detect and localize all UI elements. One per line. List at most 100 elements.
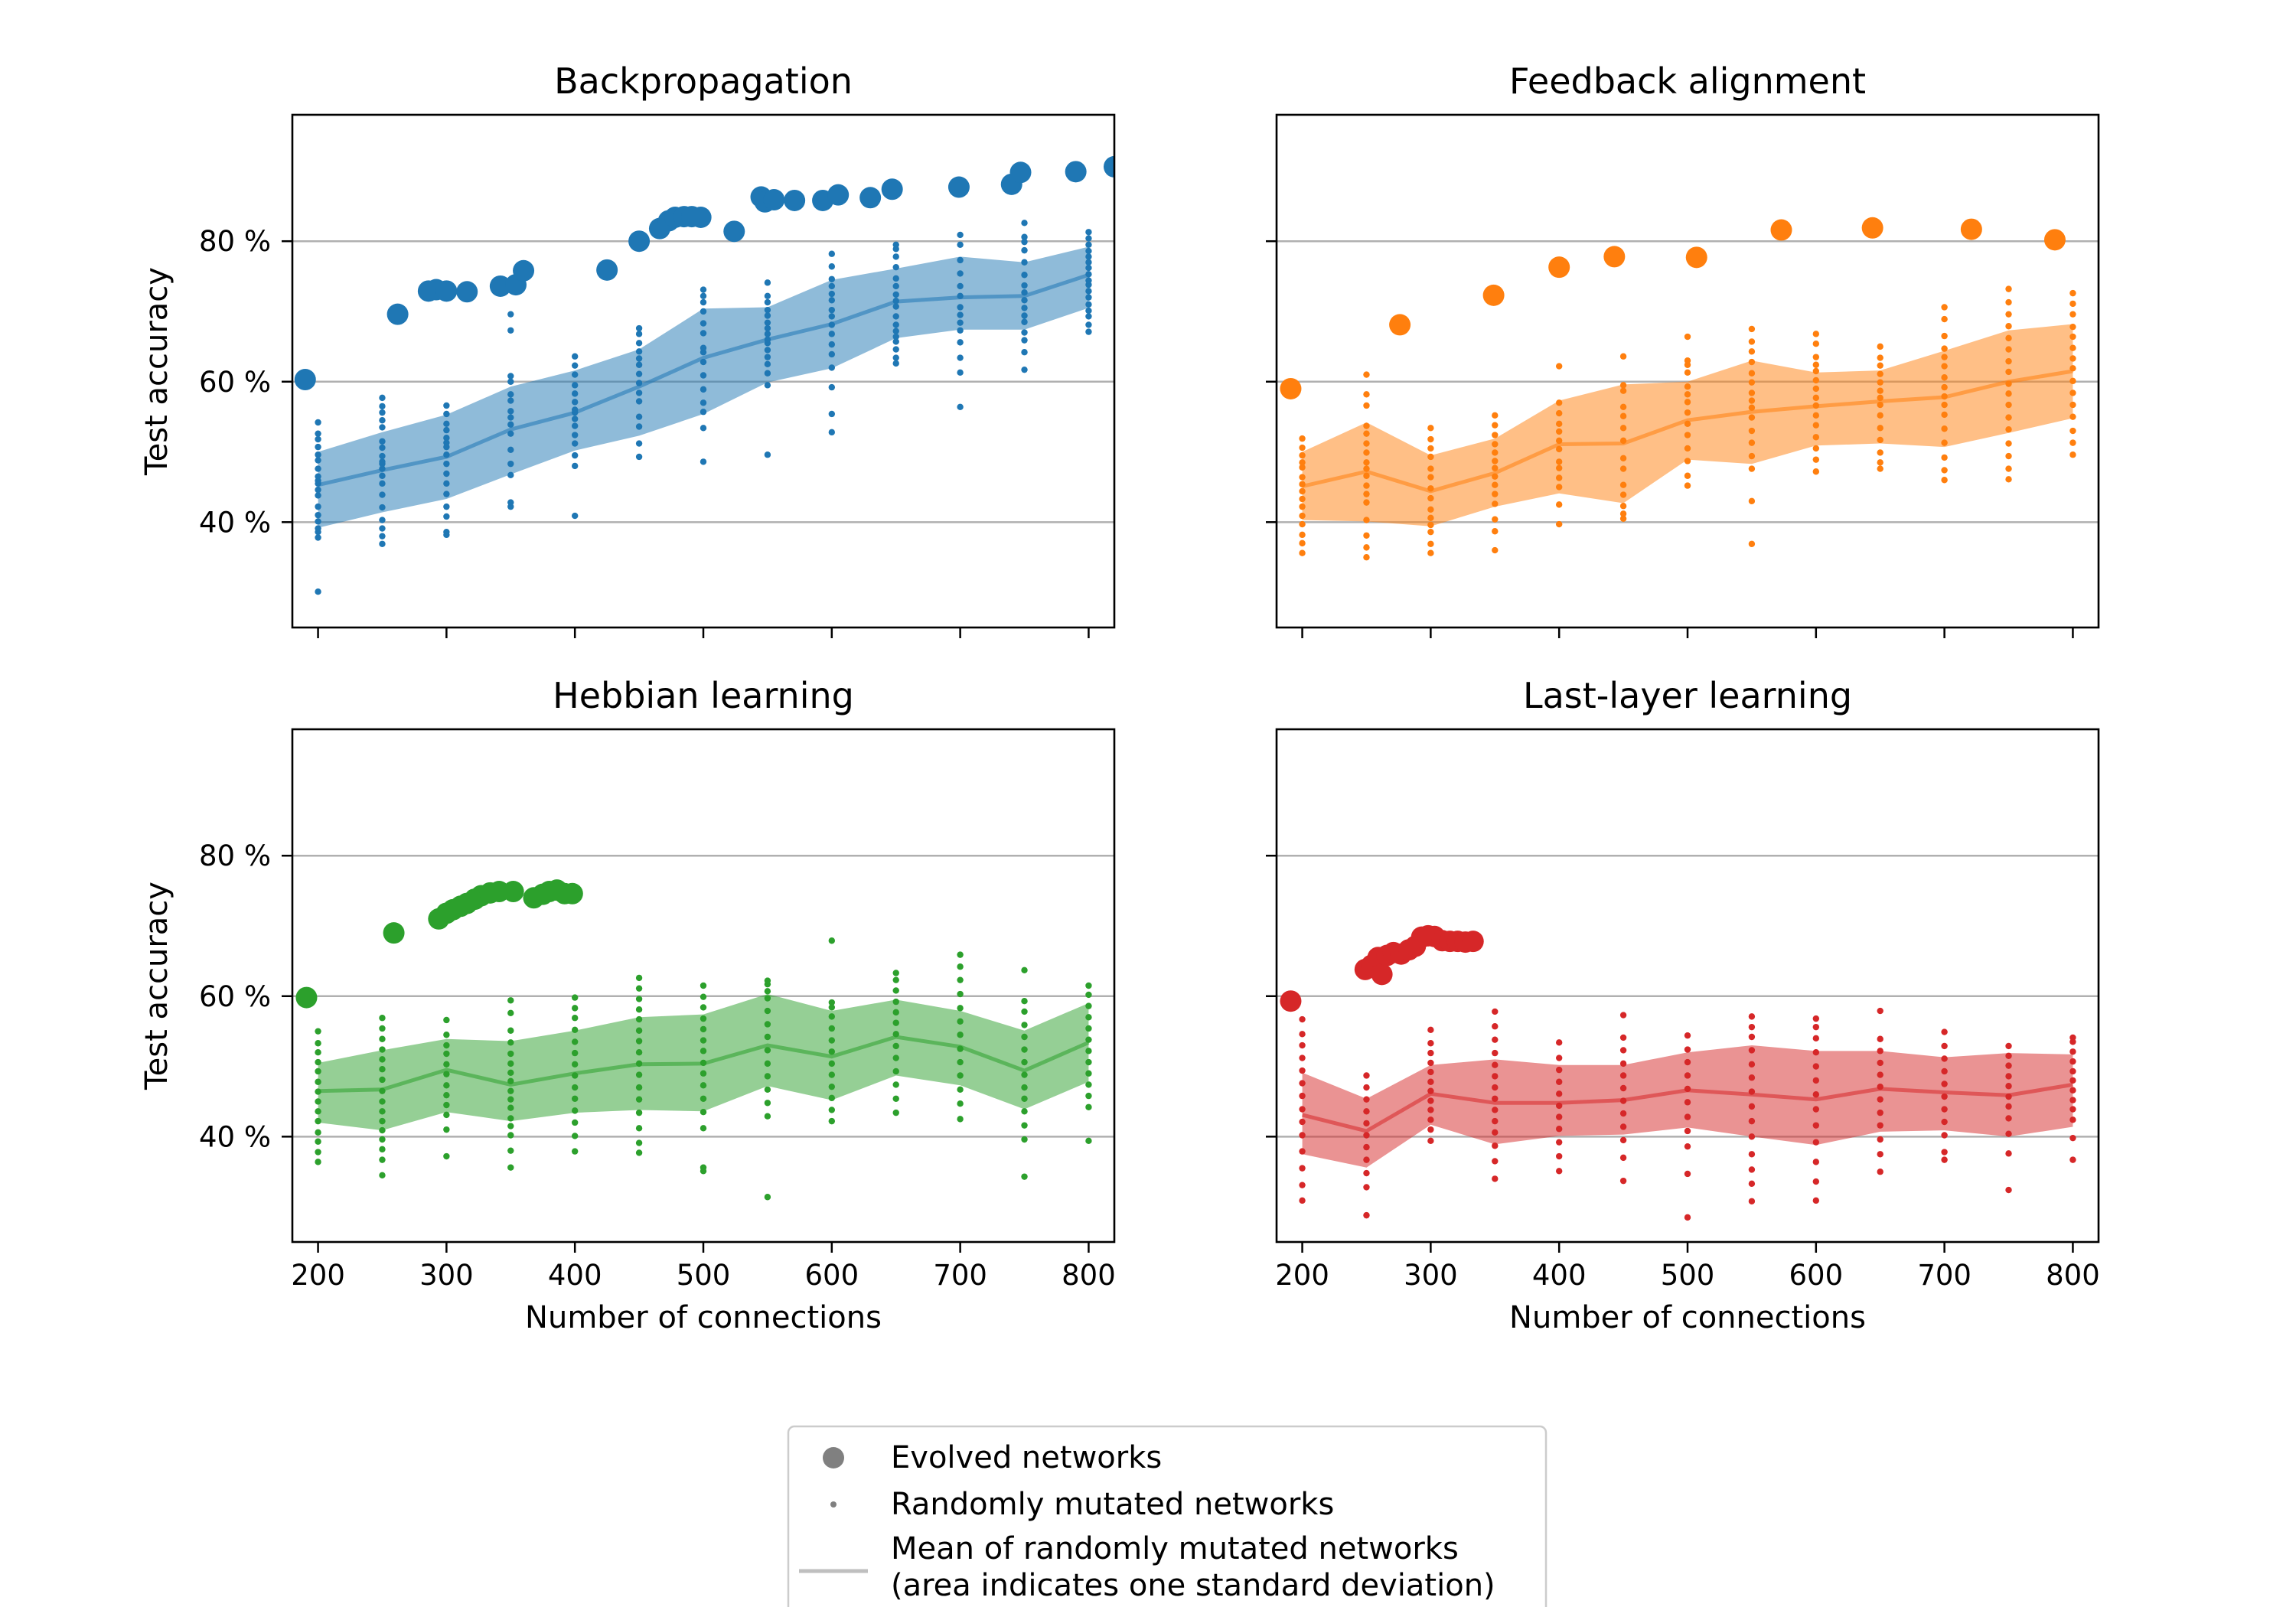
random-point xyxy=(892,970,899,976)
random-point xyxy=(892,987,899,994)
random-point xyxy=(379,1025,386,1032)
random-point xyxy=(1877,379,1883,386)
random-point xyxy=(2005,380,2012,387)
random-point xyxy=(1812,422,1820,429)
random-point xyxy=(1748,1151,1756,1158)
legend: Evolved networks Randomly mutated networ… xyxy=(787,1425,1548,1607)
random-point xyxy=(1363,371,1370,378)
random-point xyxy=(1619,503,1627,510)
random-point xyxy=(2005,476,2012,483)
random-point xyxy=(1085,1036,1092,1043)
random-point xyxy=(957,1058,964,1066)
random-point xyxy=(764,451,771,458)
random-point xyxy=(1021,337,1028,344)
random-point xyxy=(700,1095,707,1102)
random-point xyxy=(828,1025,836,1032)
random-point xyxy=(2069,1058,2076,1065)
random-point xyxy=(1299,1197,1306,1204)
random-point xyxy=(828,937,836,944)
x-tick-label: 600 xyxy=(805,1259,859,1292)
random-point xyxy=(1877,370,1883,377)
random-point xyxy=(700,1070,707,1077)
random-point xyxy=(1492,1036,1499,1043)
random-point xyxy=(764,1047,771,1054)
random-point xyxy=(1085,307,1092,315)
random-point xyxy=(2005,390,2012,397)
evolved-point xyxy=(1462,931,1484,953)
random-point xyxy=(379,1156,386,1163)
y-axis-label: Test accuracy xyxy=(139,882,174,1090)
random-point xyxy=(2005,1130,2012,1137)
random-point xyxy=(828,1117,836,1125)
random-point xyxy=(892,346,899,353)
random-point xyxy=(379,1035,386,1042)
random-point xyxy=(1492,473,1499,480)
random-point xyxy=(635,390,643,396)
random-point xyxy=(507,397,514,404)
random-point xyxy=(1619,412,1627,419)
legend-mean-label-line2: (area indicates one standard deviation) xyxy=(891,1568,1495,1603)
random-point xyxy=(1877,465,1883,472)
panel-hebbian-learning: 200 300 400 500 600 700 800 40 % 60 % 80 % Hebbian… xyxy=(139,675,1116,1335)
random-point xyxy=(571,371,579,378)
random-point xyxy=(635,440,643,447)
random-point xyxy=(635,348,643,355)
random-point xyxy=(507,1123,514,1129)
random-point xyxy=(571,994,579,1001)
panel-title: Feedback alignment xyxy=(1509,60,1866,102)
random-point xyxy=(1299,1182,1306,1188)
random-point xyxy=(635,1060,643,1068)
random-point xyxy=(443,434,450,442)
random-point xyxy=(1299,1015,1306,1023)
random-point xyxy=(2069,451,2076,458)
random-point xyxy=(828,1107,836,1113)
random-point xyxy=(2005,346,2012,353)
random-point xyxy=(957,231,964,239)
random-point xyxy=(764,1021,771,1028)
random-point xyxy=(635,985,643,992)
random-point xyxy=(571,390,579,397)
random-point xyxy=(571,1005,579,1012)
random-point xyxy=(507,1104,514,1111)
random-point xyxy=(764,360,771,368)
random-point xyxy=(1812,468,1820,475)
random-point xyxy=(2005,440,2012,447)
random-point xyxy=(1877,1169,1883,1175)
random-point xyxy=(957,241,964,248)
random-point xyxy=(828,1048,836,1055)
random-point xyxy=(1085,241,1092,248)
random-point xyxy=(635,1149,643,1156)
random-point xyxy=(1619,510,1627,517)
random-point xyxy=(507,311,514,318)
random-point xyxy=(315,451,321,458)
random-point xyxy=(379,504,386,511)
random-point xyxy=(1427,1137,1434,1145)
evolved-point xyxy=(502,881,524,903)
random-point xyxy=(1492,1095,1499,1102)
random-point xyxy=(1492,500,1499,507)
random-point xyxy=(1021,329,1028,336)
random-point xyxy=(1555,474,1563,481)
random-point xyxy=(1363,472,1370,479)
random-point xyxy=(1363,1072,1370,1079)
random-point xyxy=(1684,1058,1691,1066)
random-point xyxy=(700,292,707,299)
legend-random-label: Randomly mutated networks xyxy=(891,1487,1334,1522)
random-point xyxy=(2005,414,2012,421)
random-point xyxy=(635,453,643,461)
evolved-point xyxy=(827,184,850,206)
random-point xyxy=(379,465,386,472)
random-point xyxy=(1492,1175,1499,1182)
random-point xyxy=(443,1082,450,1089)
random-point xyxy=(379,403,386,410)
random-point xyxy=(379,444,386,451)
random-point xyxy=(571,1133,579,1139)
evolved-point xyxy=(763,189,785,211)
random-point xyxy=(700,344,707,351)
evolved-point xyxy=(1104,155,1114,178)
random-point xyxy=(957,256,964,264)
random-point xyxy=(1299,459,1306,466)
random-point xyxy=(315,465,321,472)
random-point xyxy=(2005,1150,2012,1157)
random-point xyxy=(1492,1073,1499,1080)
